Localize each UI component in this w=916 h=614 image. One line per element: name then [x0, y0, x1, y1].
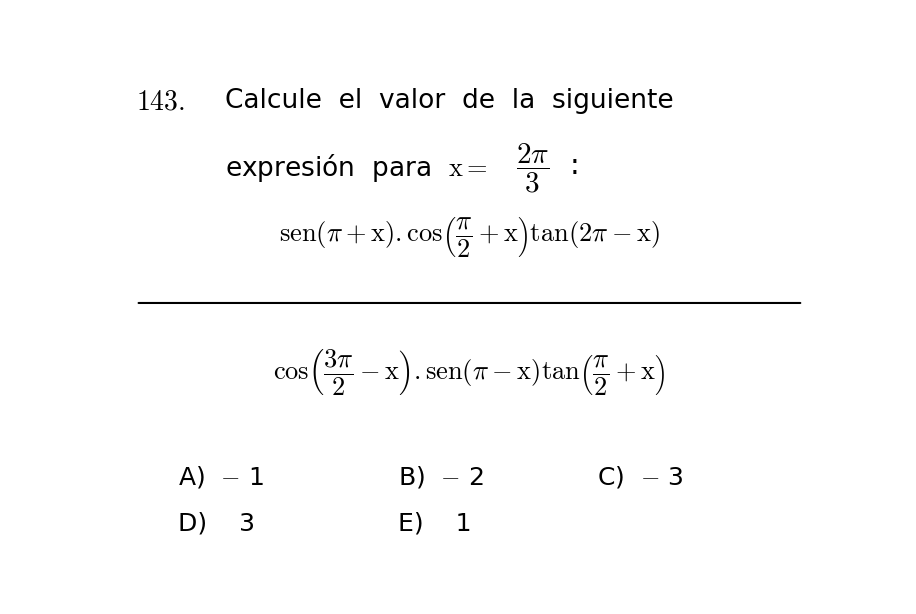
Text: $\mathrm{sen}(\pi+\mathrm{x}).\cos\!\left(\dfrac{\pi}{2}+\mathrm{x}\right)\tan(2: $\mathrm{sen}(\pi+\mathrm{x}).\cos\!\lef… [279, 215, 660, 258]
Text: C)  $-$ 3: C) $-$ 3 [597, 464, 683, 490]
Text: $\dfrac{2\pi}{3}$  :: $\dfrac{2\pi}{3}$ : [516, 142, 577, 195]
Text: $\cos\!\left(\dfrac{3\pi}{2}-\mathrm{x}\right).\mathrm{sen}(\pi-\mathrm{x})\tan\: $\cos\!\left(\dfrac{3\pi}{2}-\mathrm{x}\… [273, 346, 666, 397]
Text: A)  $-$ 1: A) $-$ 1 [179, 464, 264, 490]
Text: Calcule  el  valor  de  la  siguiente: Calcule el valor de la siguiente [224, 88, 673, 114]
Text: $\mathbf{143.}$: $\mathbf{143.}$ [136, 88, 185, 116]
Text: E)    1: E) 1 [398, 511, 472, 535]
Text: D)    3: D) 3 [179, 511, 256, 535]
Text: expresión  para  $\mathrm{x} = $: expresión para $\mathrm{x} = $ [224, 152, 487, 184]
Text: B)  $-$ 2: B) $-$ 2 [398, 464, 485, 490]
